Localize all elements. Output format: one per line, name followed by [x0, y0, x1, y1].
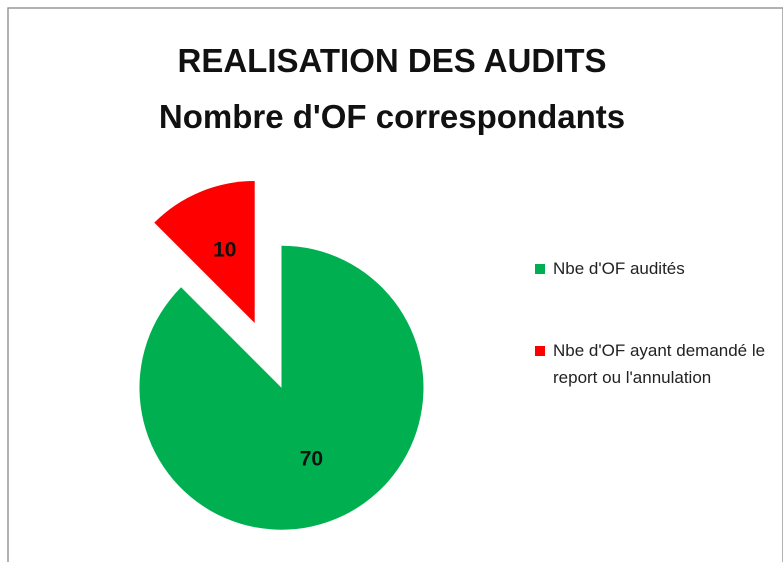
legend-item: Nbe d'OF audités [535, 255, 775, 282]
legend-swatch [535, 264, 545, 274]
data-label: 70 [300, 447, 323, 470]
legend-item: Nbe d'OF ayant demandé le report ou l'an… [535, 337, 775, 391]
pie-slice [154, 181, 255, 324]
legend-swatch [535, 346, 545, 356]
legend-label: Nbe d'OF ayant demandé le report ou l'an… [553, 341, 766, 387]
legend-label: Nbe d'OF audités [553, 259, 685, 278]
chart-subtitle: Nombre d'OF correspondants [159, 98, 625, 135]
chart-title: REALISATION DES AUDITS [177, 42, 606, 79]
data-label: 10 [213, 238, 236, 261]
pie-slice [139, 245, 424, 530]
legend: Nbe d'OF audités Nbe d'OF ayant demandé l… [535, 255, 775, 446]
